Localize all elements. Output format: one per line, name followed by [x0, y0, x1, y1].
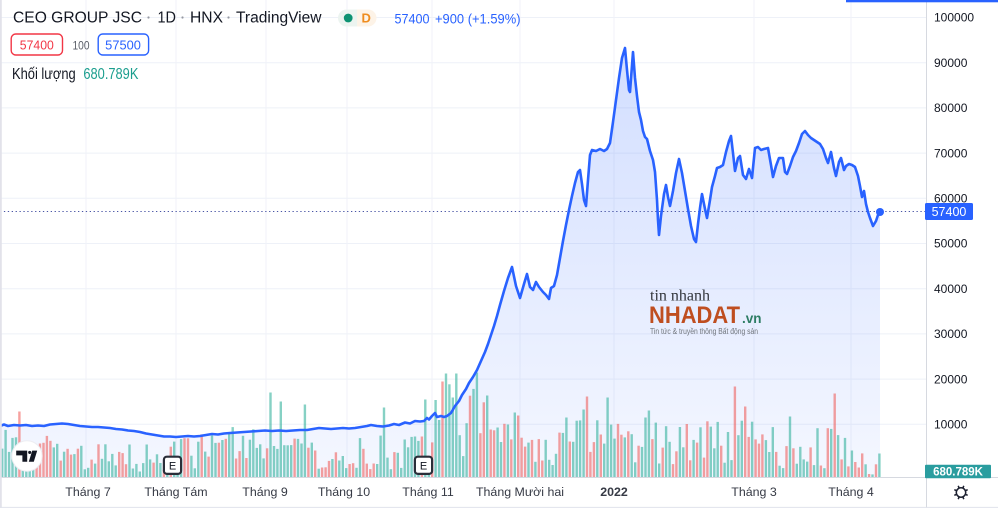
svg-text:100000: 100000: [934, 11, 974, 25]
svg-text:60000: 60000: [934, 192, 968, 206]
svg-text:100: 100: [73, 40, 90, 52]
svg-text:E: E: [420, 461, 427, 473]
svg-text:Tháng Mười hai: Tháng Mười hai: [476, 485, 564, 499]
svg-text:70000: 70000: [934, 146, 968, 160]
svg-text:+900 (+1.59%): +900 (+1.59%): [435, 11, 521, 26]
svg-text:40000: 40000: [934, 282, 968, 296]
svg-text:.vn: .vn: [742, 311, 762, 326]
svg-text:20000: 20000: [934, 372, 968, 386]
svg-text:680.789K: 680.789K: [83, 66, 139, 83]
svg-text:57400: 57400: [395, 11, 430, 26]
svg-text:HNX: HNX: [190, 10, 224, 27]
svg-text:E: E: [169, 461, 176, 473]
svg-text:NHADAT: NHADAT: [649, 302, 740, 329]
svg-text:57400: 57400: [20, 39, 54, 53]
svg-text:57400: 57400: [932, 205, 967, 219]
svg-text:10000: 10000: [934, 418, 968, 432]
svg-text:Khối lượng: Khối lượng: [12, 66, 76, 83]
svg-text:57500: 57500: [105, 39, 141, 53]
svg-text:1D: 1D: [158, 10, 177, 27]
svg-text:2022: 2022: [600, 485, 628, 499]
svg-text:Tháng 7: Tháng 7: [65, 485, 111, 499]
svg-text:90000: 90000: [934, 56, 968, 70]
svg-text:Tin tức & truyền thông Bất độn: Tin tức & truyền thông Bất động sản: [650, 327, 758, 336]
svg-text:Tháng 11: Tháng 11: [402, 485, 454, 499]
svg-text:Tháng 9: Tháng 9: [242, 485, 288, 499]
svg-text:30000: 30000: [934, 327, 968, 341]
svg-text:Tháng 4: Tháng 4: [828, 485, 874, 499]
svg-text:680.789K: 680.789K: [933, 466, 984, 478]
svg-text:Tháng Tám: Tháng Tám: [144, 485, 207, 499]
svg-text:80000: 80000: [934, 101, 968, 115]
svg-text:Tháng 10: Tháng 10: [318, 485, 370, 499]
svg-text:D: D: [362, 11, 371, 26]
svg-text:tin nhanh: tin nhanh: [650, 288, 710, 305]
svg-text:50000: 50000: [934, 237, 968, 251]
svg-text:CEO GROUP JSC: CEO GROUP JSC: [13, 10, 142, 27]
svg-text:Tháng 3: Tháng 3: [731, 485, 777, 499]
svg-text:TradingView: TradingView: [236, 10, 322, 27]
